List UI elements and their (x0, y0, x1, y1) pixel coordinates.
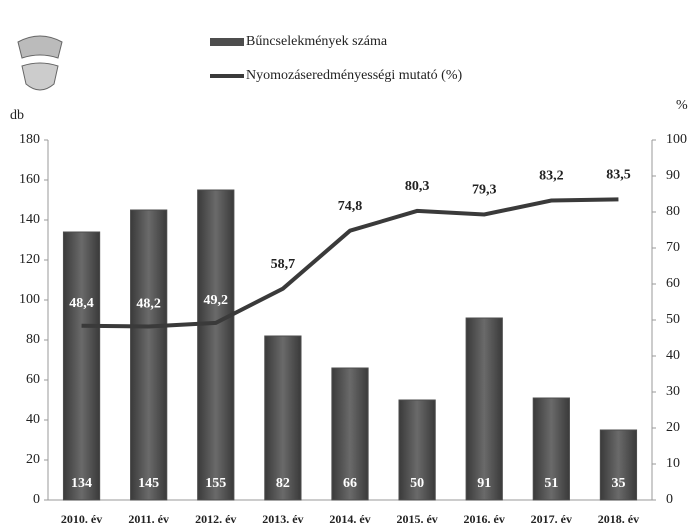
bar (532, 397, 570, 501)
line-value-label: 83,2 (539, 169, 564, 184)
bar (197, 189, 235, 501)
y2-tick-label: 0 (666, 492, 673, 507)
y2-tick-label: 40 (666, 348, 680, 363)
bar-value-label: 51 (544, 476, 558, 491)
line-value-label: 79,3 (472, 183, 497, 198)
y-tick-label: 20 (26, 452, 40, 467)
y2-tick-label: 70 (666, 240, 680, 255)
x-tick-label: 2017. év (531, 512, 572, 526)
y2-axis-label: % (676, 98, 688, 113)
bar-value-label: 155 (205, 476, 226, 491)
bar-value-label: 82 (276, 476, 290, 491)
bar (264, 335, 302, 501)
y-tick-label: 0 (33, 492, 40, 507)
x-tick-label: 2018. év (598, 512, 639, 526)
bar-value-label: 66 (343, 476, 357, 491)
x-tick-label: 2011. év (128, 512, 169, 526)
y-tick-label: 80 (26, 332, 40, 347)
bar (62, 231, 101, 501)
bar-value-label: 35 (611, 476, 625, 491)
y2-tick-label: 100 (666, 132, 687, 147)
y-tick-label: 40 (26, 412, 40, 427)
line-value-label: 48,4 (69, 296, 94, 311)
y-tick-label: 120 (19, 252, 40, 267)
x-tick-label: 2013. év (262, 512, 303, 526)
y-axis-label: db (10, 108, 24, 123)
bar (398, 399, 436, 501)
y-tick-label: 140 (19, 212, 40, 227)
bar (465, 317, 503, 501)
line-value-label: 83,5 (606, 168, 631, 183)
bar (331, 367, 369, 501)
logo (17, 35, 63, 91)
bar-value-label: 134 (71, 476, 92, 491)
y2-tick-label: 90 (666, 168, 680, 183)
y2-tick-label: 10 (666, 456, 680, 471)
y2-tick-label: 30 (666, 384, 680, 399)
y2-tick-label: 80 (666, 204, 680, 219)
bar (130, 209, 168, 501)
line-value-label: 58,7 (271, 257, 296, 272)
y2-tick-label: 20 (666, 420, 680, 435)
bar-value-label: 145 (138, 476, 159, 491)
x-tick-label: 2016. év (464, 512, 505, 526)
y2-tick-label: 60 (666, 276, 680, 291)
legend-swatch (210, 38, 244, 46)
y-tick-label: 100 (19, 292, 40, 307)
bar-value-label: 50 (410, 476, 424, 491)
y-tick-label: 60 (26, 372, 40, 387)
y-tick-label: 160 (19, 172, 40, 187)
legend-label: Bűncselekmények száma (246, 34, 388, 49)
x-tick-label: 2015. év (396, 512, 437, 526)
x-tick-label: 2014. év (329, 512, 370, 526)
y-tick-label: 180 (19, 132, 40, 147)
line-value-label: 80,3 (405, 179, 430, 194)
x-tick-label: 2012. év (195, 512, 236, 526)
bar-value-label: 91 (477, 476, 491, 491)
line-value-label: 74,8 (338, 199, 363, 214)
x-tick-label: 2010. év (61, 512, 102, 526)
line-value-label: 49,2 (204, 293, 229, 308)
line-value-label: 48,2 (136, 297, 161, 312)
bar (599, 429, 638, 501)
line (81, 197, 619, 329)
y2-tick-label: 50 (666, 312, 680, 327)
legend-label: Nyomozáseredményességi mutató (%) (246, 68, 462, 83)
